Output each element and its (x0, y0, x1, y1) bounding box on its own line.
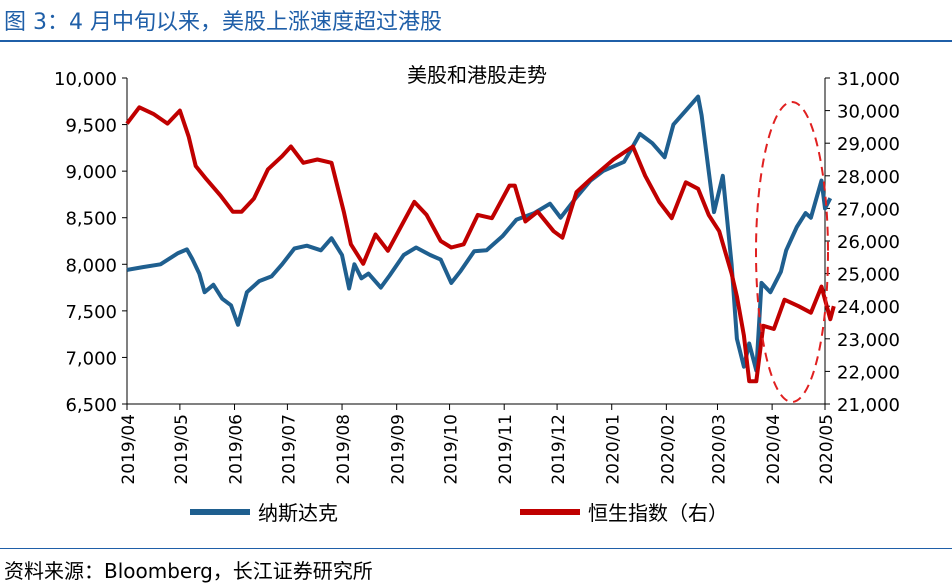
x-tick-label: 2019/07 (279, 414, 299, 485)
series-line-hsi (125, 105, 836, 384)
y-right-tick-label: 24,000 (837, 297, 900, 318)
x-tick-label: 2020/03 (709, 414, 729, 485)
y-left-tick-label: 6,500 (65, 395, 117, 416)
y-right-tick-label: 27,000 (837, 199, 900, 220)
y-right-tick-label: 22,000 (837, 362, 900, 383)
y-right-tick-label: 21,000 (837, 395, 900, 416)
x-tick-label: 2020/01 (604, 414, 624, 485)
x-tick-label: 2019/05 (172, 414, 192, 485)
x-tick-label: 2019/11 (496, 414, 516, 485)
y-left-tick-label: 7,000 (65, 348, 117, 369)
x-tick-label: 2019/12 (549, 414, 569, 485)
axes: 10,000 9,500 9,000 8,500 8,000 7,500 7,000 6,50… (54, 69, 900, 485)
x-tick-label: 2020/04 (764, 414, 784, 485)
y-left-tick-label: 10,000 (54, 69, 117, 90)
series-lines (125, 94, 836, 384)
y-right-tick-label: 26,000 (837, 232, 900, 253)
y-right-tick-label: 31,000 (837, 69, 900, 90)
highlight-ellipse (755, 101, 829, 403)
x-tick-label: 2019/06 (227, 414, 247, 485)
x-tick-label: 2020/02 (658, 414, 678, 485)
series-line-nasdaq (126, 94, 833, 373)
x-tick-label: 2019/09 (389, 414, 409, 485)
y-right-tick-label: 23,000 (837, 330, 900, 351)
source-note: 资料来源：Bloomberg，长江证券研究所 (4, 559, 373, 583)
y-right-tick-label: 25,000 (837, 265, 900, 286)
y-left-tick-label: 7,500 (65, 302, 117, 323)
y-left-tick-label: 9,000 (65, 162, 117, 183)
x-tick-label: 2019/10 (442, 414, 462, 485)
x-tick-label: 2020/05 (817, 414, 837, 485)
chart-title: 美股和港股走势 (407, 63, 547, 87)
y-right-tick-label: 30,000 (837, 102, 900, 123)
figure-title: 图 3：4 月中旬以来，美股上涨速度超过港股 (4, 10, 442, 35)
y-left-tick-label: 9,500 (65, 116, 117, 137)
y-right-tick-label: 29,000 (837, 134, 900, 155)
legend-label-hsi: 恒生指数（右） (588, 501, 728, 525)
y-left-tick-label: 8,000 (65, 255, 117, 276)
x-tick-label: 2019/04 (119, 414, 139, 485)
source-rule (0, 548, 952, 549)
x-tick-label: 2019/08 (334, 414, 354, 485)
title-rule (0, 40, 952, 42)
legend-label-nasdaq: 纳斯达克 (258, 501, 338, 525)
line-chart: 美股和港股走势 10,000 9,500 9,000 8,500 8,000 7,500 7… (54, 63, 900, 525)
y-right-tick-label: 28,000 (837, 167, 900, 188)
y-left-tick-label: 8,500 (65, 209, 117, 230)
legend: 纳斯达克 恒生指数（右） (190, 501, 728, 525)
